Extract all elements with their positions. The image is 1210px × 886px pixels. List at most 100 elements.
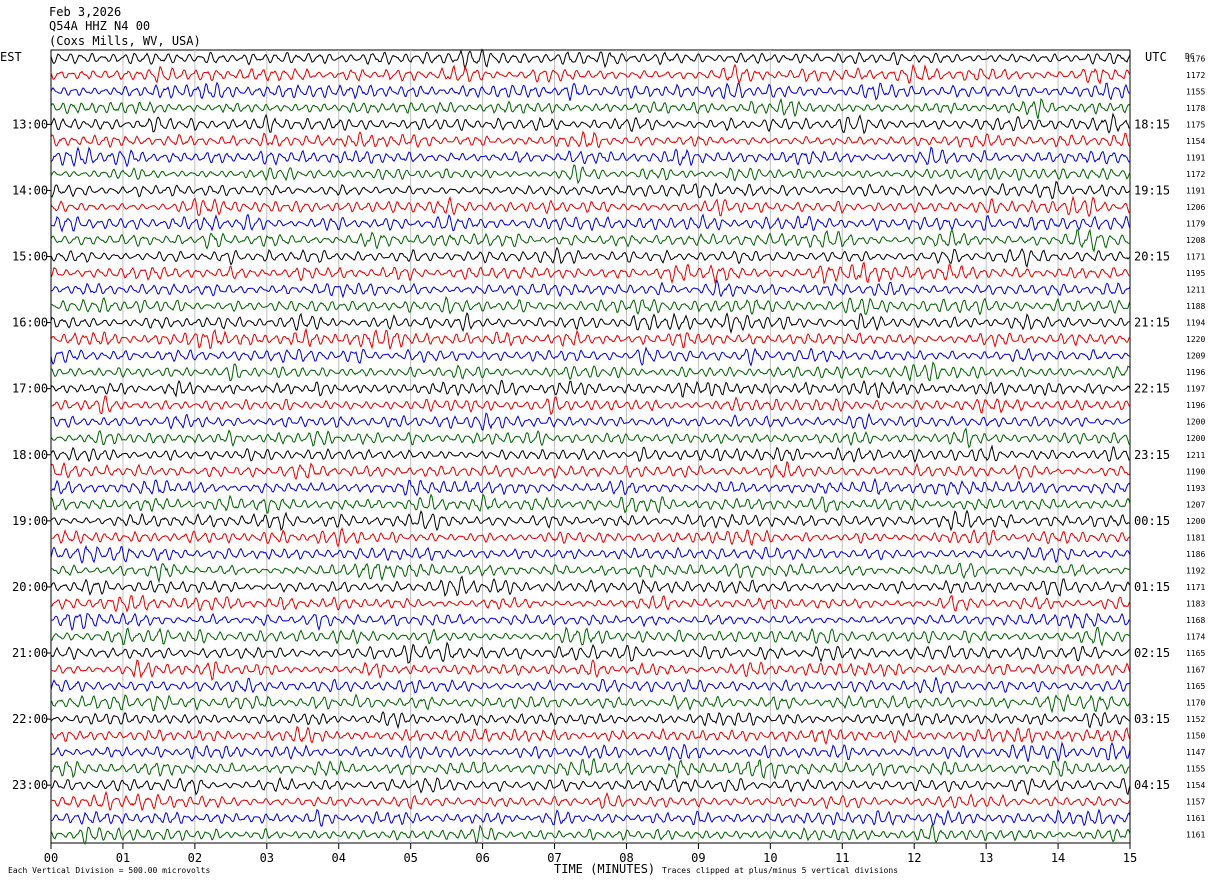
utc-hour-label: 01:15: [1134, 580, 1170, 594]
utc-axis-title: UTC: [1145, 50, 1167, 64]
local-hour-label: 20:00: [12, 580, 48, 594]
dc-offset-label: 1157: [1186, 798, 1205, 807]
local-time-axis-title: EST: [0, 50, 22, 64]
utc-hour-label: 18:15: [1134, 117, 1170, 131]
dc-offset-label: 1207: [1186, 500, 1205, 509]
seismic-trace: [50, 81, 1130, 101]
local-hour-label: 22:00: [12, 712, 48, 726]
seismic-trace: [50, 776, 1131, 796]
seismic-trace: [50, 164, 1131, 185]
seismic-trace: [50, 693, 1131, 714]
dc-offset-label: 1191: [1186, 186, 1205, 195]
dc-offset-column-title: DC: [1185, 52, 1195, 61]
local-hour-label: 19:00: [12, 514, 48, 528]
seismic-trace: [50, 659, 1131, 681]
dc-offset-label: 1192: [1186, 566, 1205, 575]
dc-offset-label: 1175: [1186, 120, 1205, 129]
dc-offset-label: 1165: [1186, 682, 1205, 691]
dc-offset-label: 1200: [1186, 517, 1205, 526]
x-tick-label: 08: [619, 851, 633, 865]
local-hour-label: 18:00: [12, 448, 48, 462]
seismic-trace: [50, 279, 1131, 299]
seismic-trace: [50, 296, 1131, 316]
seismic-trace: [51, 477, 1131, 497]
dc-offset-label: 1191: [1186, 153, 1205, 162]
x-tick-label: 14: [1051, 851, 1065, 865]
seismic-trace: [50, 395, 1131, 416]
x-tick-label: 03: [260, 851, 274, 865]
seismic-trace: [50, 97, 1131, 120]
local-hour-label: 16:00: [12, 316, 48, 330]
seismic-trace: [50, 757, 1131, 780]
seismic-trace: [50, 130, 1131, 149]
utc-hour-label: 03:15: [1134, 712, 1170, 726]
dc-offset-label: 1181: [1186, 533, 1205, 542]
utc-hour-label: 22:15: [1134, 382, 1170, 396]
dc-offset-label: 1190: [1186, 467, 1205, 476]
x-tick-label: 01: [116, 851, 130, 865]
x-tick-label: 06: [475, 851, 489, 865]
local-hour-label: 13:00: [12, 117, 48, 131]
utc-hour-label: 00:15: [1134, 514, 1170, 528]
dc-offset-label: 1197: [1186, 385, 1205, 394]
dc-offset-label: 1200: [1186, 418, 1205, 427]
dc-offset-label: 1168: [1186, 616, 1205, 625]
seismic-trace: [50, 824, 1131, 846]
x-tick-label: 05: [403, 851, 417, 865]
seismic-trace: [50, 444, 1131, 463]
dc-offset-label: 1206: [1186, 203, 1205, 212]
utc-hour-label: 23:15: [1134, 448, 1170, 462]
seismic-trace: [50, 612, 1131, 632]
local-hour-label: 21:00: [12, 646, 48, 660]
dc-offset-label: 1171: [1186, 583, 1205, 592]
dc-offset-label: 1208: [1186, 236, 1205, 245]
dc-offset-label: 1171: [1186, 253, 1205, 262]
x-tick-label: 09: [691, 851, 705, 865]
seismic-trace: [50, 63, 1131, 86]
dc-offset-label: 1188: [1186, 302, 1205, 311]
seismic-trace: [50, 379, 1131, 399]
seismic-trace: [50, 48, 1131, 71]
x-tick-label: 04: [332, 851, 346, 865]
seismic-trace: [50, 112, 1131, 135]
dc-offset-label: 1195: [1186, 269, 1205, 278]
seismic-trace: [50, 427, 1131, 449]
local-hour-label: 15:00: [12, 250, 48, 264]
dc-offset-label: 1155: [1186, 765, 1205, 774]
seismic-trace: [50, 808, 1131, 827]
dc-offset-label: 1194: [1186, 319, 1205, 328]
dc-offset-label: 1150: [1186, 732, 1205, 741]
dc-offset-label: 1186: [1186, 550, 1205, 559]
dc-offset-label: 1179: [1186, 219, 1205, 228]
x-tick-label: 02: [188, 851, 202, 865]
seismic-trace: [50, 346, 1131, 367]
seismic-trace: [50, 213, 1131, 233]
plot-date: Feb 3,2026: [49, 5, 122, 19]
seismic-trace: [50, 195, 1131, 218]
dc-offset-label: 1172: [1186, 170, 1205, 179]
station-location: (Coxs Mills, WV, USA): [49, 34, 201, 48]
dc-offset-label: 1152: [1186, 715, 1205, 724]
seismic-trace: [50, 180, 1131, 200]
seismic-trace: [50, 361, 1131, 382]
x-tick-label: 11: [835, 851, 849, 865]
seismic-trace: [50, 228, 1130, 253]
seismic-trace: [50, 575, 1131, 598]
seismic-trace: [50, 725, 1131, 746]
dc-offset-label: 1154: [1186, 781, 1205, 790]
dc-offset-label: 1211: [1186, 451, 1205, 460]
x-tick-label: 12: [907, 851, 921, 865]
dc-offset-label: 1154: [1186, 137, 1205, 146]
seismic-trace: [50, 311, 1130, 335]
dc-offset-label: 1200: [1186, 434, 1205, 443]
dc-offset-label: 1196: [1186, 368, 1205, 377]
dc-offset-label: 1211: [1186, 286, 1205, 295]
seismic-trace: [50, 493, 1131, 514]
dc-offset-label: 1183: [1186, 599, 1205, 608]
seismic-trace: [50, 460, 1131, 481]
dc-offset-label: 1193: [1186, 484, 1205, 493]
seismic-trace: [50, 261, 1130, 285]
station-code: Q54A HHZ N4 00: [49, 19, 151, 33]
dc-offset-label: 1167: [1186, 666, 1205, 675]
